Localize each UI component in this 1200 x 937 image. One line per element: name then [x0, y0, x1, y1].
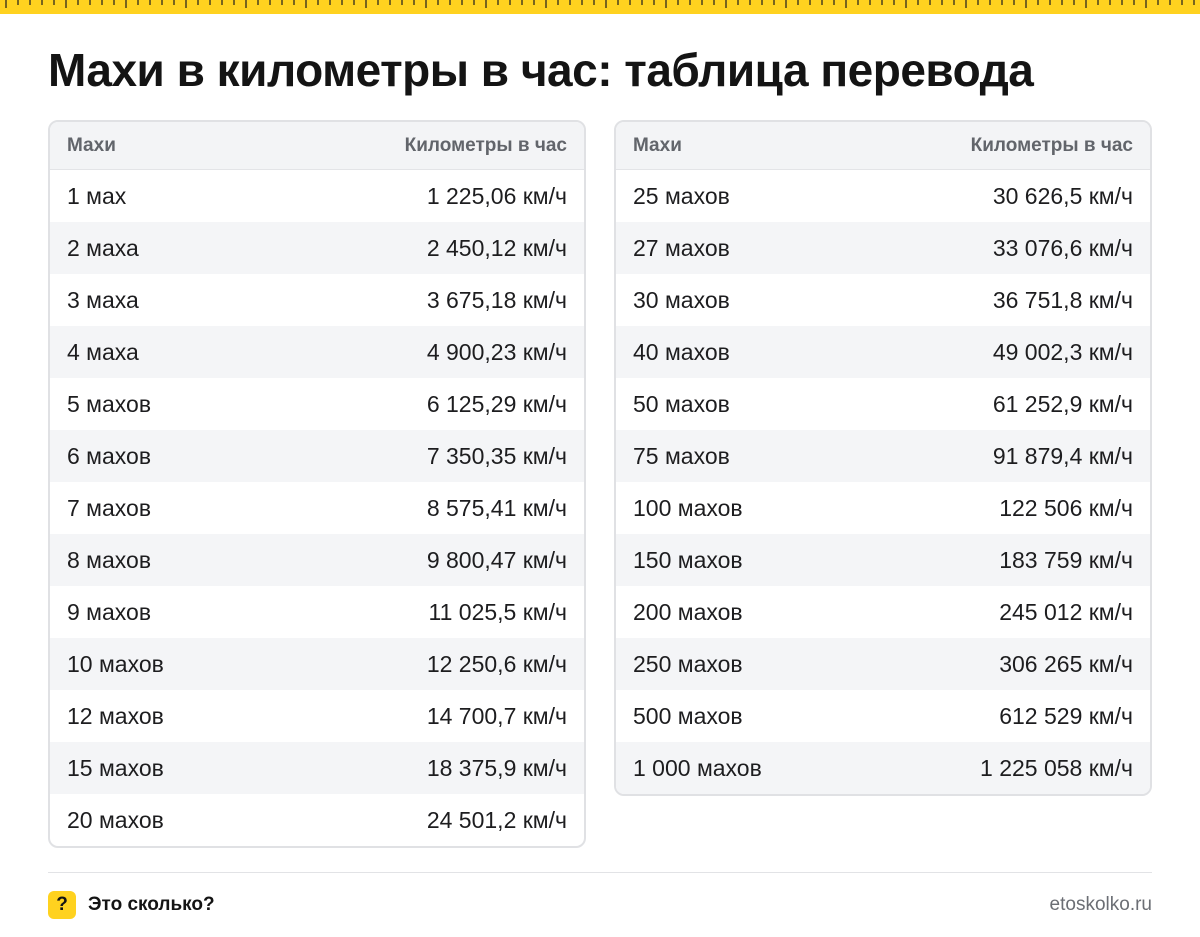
mach-cell: 20 махов — [67, 806, 164, 833]
mach-cell: 1 мах — [67, 182, 127, 209]
kmh-cell: 122 506 км/ч — [999, 494, 1133, 521]
kmh-cell: 9 800,47 км/ч — [426, 546, 567, 573]
ruler-ticks — [5, 0, 1195, 8]
conversion-table-right: Махи Километры в час 25 махов 30 626,5 км… — [614, 120, 1152, 796]
mach-cell: 25 махов — [633, 182, 730, 209]
table-row: 25 махов 30 626,5 км/ч — [616, 170, 1150, 222]
kmh-cell: 4 900,23 км/ч — [426, 338, 567, 365]
kmh-cell: 1 225,06 км/ч — [426, 182, 567, 209]
table-header: Махи Километры в час — [50, 122, 584, 170]
mach-cell: 40 махов — [633, 338, 730, 365]
kmh-cell: 33 076,6 км/ч — [992, 234, 1133, 261]
mach-cell: 15 махов — [67, 754, 164, 781]
table-row: 10 махов 12 250,6 км/ч — [50, 638, 584, 690]
table-row: 75 махов 91 879,4 км/ч — [616, 430, 1150, 482]
mach-cell: 6 махов — [67, 442, 152, 469]
table-row: 5 махов 6 125,29 км/ч — [50, 378, 584, 430]
kmh-cell: 61 252,9 км/ч — [992, 390, 1133, 417]
kmh-cell: 30 626,5 км/ч — [992, 182, 1133, 209]
table-row: 500 махов 612 529 км/ч — [616, 690, 1150, 742]
table-row: 27 махов 33 076,6 км/ч — [616, 222, 1150, 274]
column-header-kmh: Километры в час — [404, 134, 567, 156]
kmh-cell: 306 265 км/ч — [999, 650, 1133, 677]
table-row: 12 махов 14 700,7 км/ч — [50, 690, 584, 742]
table-body: 25 махов 30 626,5 км/ч 27 махов 33 076,6 к… — [616, 170, 1150, 794]
conversion-table-left: Махи Километры в час 1 мах 1 225,06 км/ч … — [48, 120, 586, 848]
kmh-cell: 91 879,4 км/ч — [992, 442, 1133, 469]
kmh-cell: 11 025,5 км/ч — [428, 598, 567, 625]
mach-cell: 50 махов — [633, 390, 730, 417]
table-row: 3 маха 3 675,18 км/ч — [50, 274, 584, 326]
mach-cell: 4 маха — [67, 338, 139, 365]
column-header-kmh: Километры в час — [970, 134, 1133, 156]
mach-cell: 75 махов — [633, 442, 730, 469]
kmh-cell: 8 575,41 км/ч — [426, 494, 567, 521]
kmh-cell: 36 751,8 км/ч — [992, 286, 1133, 313]
mach-cell: 30 махов — [633, 286, 730, 313]
page-title: Махи в километры в час: таблица перевода — [48, 44, 1034, 96]
kmh-cell: 24 501,2 км/ч — [426, 806, 567, 833]
question-mark-glyph: ? — [56, 894, 68, 915]
table-row: 2 маха 2 450,12 км/ч — [50, 222, 584, 274]
question-mark-icon: ? — [48, 891, 76, 919]
mach-cell: 2 маха — [67, 234, 139, 261]
kmh-cell: 1 225 058 км/ч — [980, 754, 1133, 781]
table-row: 9 махов 11 025,5 км/ч — [50, 586, 584, 638]
mach-cell: 150 махов — [633, 546, 743, 573]
mach-cell: 1 000 махов — [633, 754, 762, 781]
kmh-cell: 612 529 км/ч — [999, 702, 1133, 729]
brand-name: Это сколько? — [88, 894, 215, 915]
kmh-cell: 3 675,18 км/ч — [426, 286, 567, 313]
table-row: 8 махов 9 800,47 км/ч — [50, 534, 584, 586]
mach-cell: 250 махов — [633, 650, 743, 677]
column-header-mach: Махи — [67, 134, 116, 156]
mach-cell: 27 махов — [633, 234, 730, 261]
table-row: 1 мах 1 225,06 км/ч — [50, 170, 584, 222]
kmh-cell: 7 350,35 км/ч — [426, 442, 567, 469]
kmh-cell: 245 012 км/ч — [999, 598, 1133, 625]
kmh-cell: 6 125,29 км/ч — [426, 390, 567, 417]
table-row: 1 000 махов 1 225 058 км/ч — [616, 742, 1150, 794]
column-header-mach: Махи — [633, 134, 682, 156]
table-body: 1 мах 1 225,06 км/ч 2 маха 2 450,12 км/ч 3… — [50, 170, 584, 846]
mach-cell: 8 махов — [67, 546, 152, 573]
mach-cell: 5 махов — [67, 390, 152, 417]
table-header: Махи Километры в час — [616, 122, 1150, 170]
mach-cell: 7 махов — [67, 494, 152, 521]
site-url: etoskolko.ru — [1049, 894, 1152, 915]
table-row: 200 махов 245 012 км/ч — [616, 586, 1150, 638]
table-row: 250 махов 306 265 км/ч — [616, 638, 1150, 690]
mach-cell: 100 махов — [633, 494, 743, 521]
mach-cell: 9 махов — [67, 598, 152, 625]
footer-divider — [48, 872, 1152, 873]
table-row: 40 махов 49 002,3 км/ч — [616, 326, 1150, 378]
table-row: 150 махов 183 759 км/ч — [616, 534, 1150, 586]
mach-cell: 12 махов — [67, 702, 164, 729]
table-row: 15 махов 18 375,9 км/ч — [50, 742, 584, 794]
mach-cell: 10 махов — [67, 650, 164, 677]
table-row: 100 махов 122 506 км/ч — [616, 482, 1150, 534]
kmh-cell: 183 759 км/ч — [999, 546, 1133, 573]
table-row: 6 махов 7 350,35 км/ч — [50, 430, 584, 482]
table-row: 50 махов 61 252,9 км/ч — [616, 378, 1150, 430]
kmh-cell: 14 700,7 км/ч — [426, 702, 567, 729]
mach-cell: 200 махов — [633, 598, 743, 625]
mach-cell: 500 махов — [633, 702, 743, 729]
table-row: 30 махов 36 751,8 км/ч — [616, 274, 1150, 326]
mach-cell: 3 маха — [67, 286, 139, 313]
kmh-cell: 49 002,3 км/ч — [992, 338, 1133, 365]
kmh-cell: 2 450,12 км/ч — [426, 234, 567, 261]
table-row: 4 маха 4 900,23 км/ч — [50, 326, 584, 378]
kmh-cell: 18 375,9 км/ч — [426, 754, 567, 781]
kmh-cell: 12 250,6 км/ч — [426, 650, 567, 677]
ruler-strip — [0, 0, 1200, 14]
table-row: 7 махов 8 575,41 км/ч — [50, 482, 584, 534]
table-row: 20 махов 24 501,2 км/ч — [50, 794, 584, 846]
